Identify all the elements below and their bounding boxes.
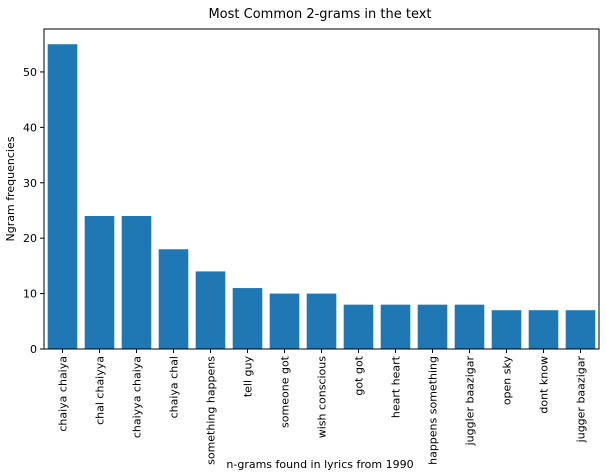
bar-wish-conscious: [306, 293, 337, 349]
x-tick-label: chaiya chal: [168, 356, 181, 418]
x-tick-label: jugger baazigar: [575, 356, 588, 444]
x-axis-ticks: chaiya chaiya chal chaiyya chaiyya chaiya c…: [57, 349, 588, 465]
x-tick-label: happens something: [427, 356, 440, 465]
y-tick-label: 30: [23, 177, 37, 190]
x-axis-label: n-grams found in lyrics from 1990: [226, 458, 413, 471]
x-tick-label: tell guy: [242, 356, 255, 398]
bar-jugger-baazigar: [565, 310, 596, 349]
bar-got-got: [343, 304, 374, 349]
bar-tell-guy: [232, 288, 263, 349]
x-tick-label: chaiya chaiya: [57, 356, 70, 432]
bars-group: [47, 44, 596, 350]
bar-dont-know: [528, 310, 559, 349]
y-tick-label: 0: [30, 343, 37, 356]
y-tick-label: 40: [23, 121, 37, 134]
y-axis-ticks: 0 10 20 30 40 50: [23, 66, 44, 356]
y-tick-label: 50: [23, 66, 37, 79]
bar-open-sky: [491, 310, 522, 349]
bar-chaiya-chal: [158, 249, 189, 349]
bar-chaiyya-chaiya: [121, 216, 152, 349]
bar-something-happens: [195, 271, 226, 349]
y-tick-label: 20: [23, 232, 37, 245]
bar-chaiya-chaiya: [47, 44, 78, 350]
x-tick-label: something happens: [205, 356, 218, 465]
bar-heart-heart: [380, 304, 411, 349]
x-tick-label: heart heart: [390, 355, 403, 418]
y-axis-label: Ngram frequencies: [4, 136, 17, 241]
bar-juggler-baazigar: [454, 304, 485, 349]
x-tick-label: chal chaiyya: [94, 356, 107, 425]
x-tick-label: dont know: [538, 356, 551, 414]
bar-chal-chaiyya: [84, 216, 115, 349]
x-tick-label: got got: [353, 355, 366, 395]
bar-happens-something: [417, 304, 448, 349]
y-tick-label: 10: [23, 288, 37, 301]
x-tick-label: juggler baazigar: [464, 356, 477, 447]
chart-title: Most Common 2-grams in the text: [208, 7, 431, 22]
x-tick-label: wish conscious: [316, 356, 329, 439]
plot-frame: [43, 28, 600, 350]
x-tick-label: someone got: [279, 355, 292, 428]
bar-someone-got: [269, 293, 300, 349]
x-tick-label: open sky: [501, 356, 514, 406]
x-tick-label: chaiyya chaiya: [131, 356, 144, 438]
